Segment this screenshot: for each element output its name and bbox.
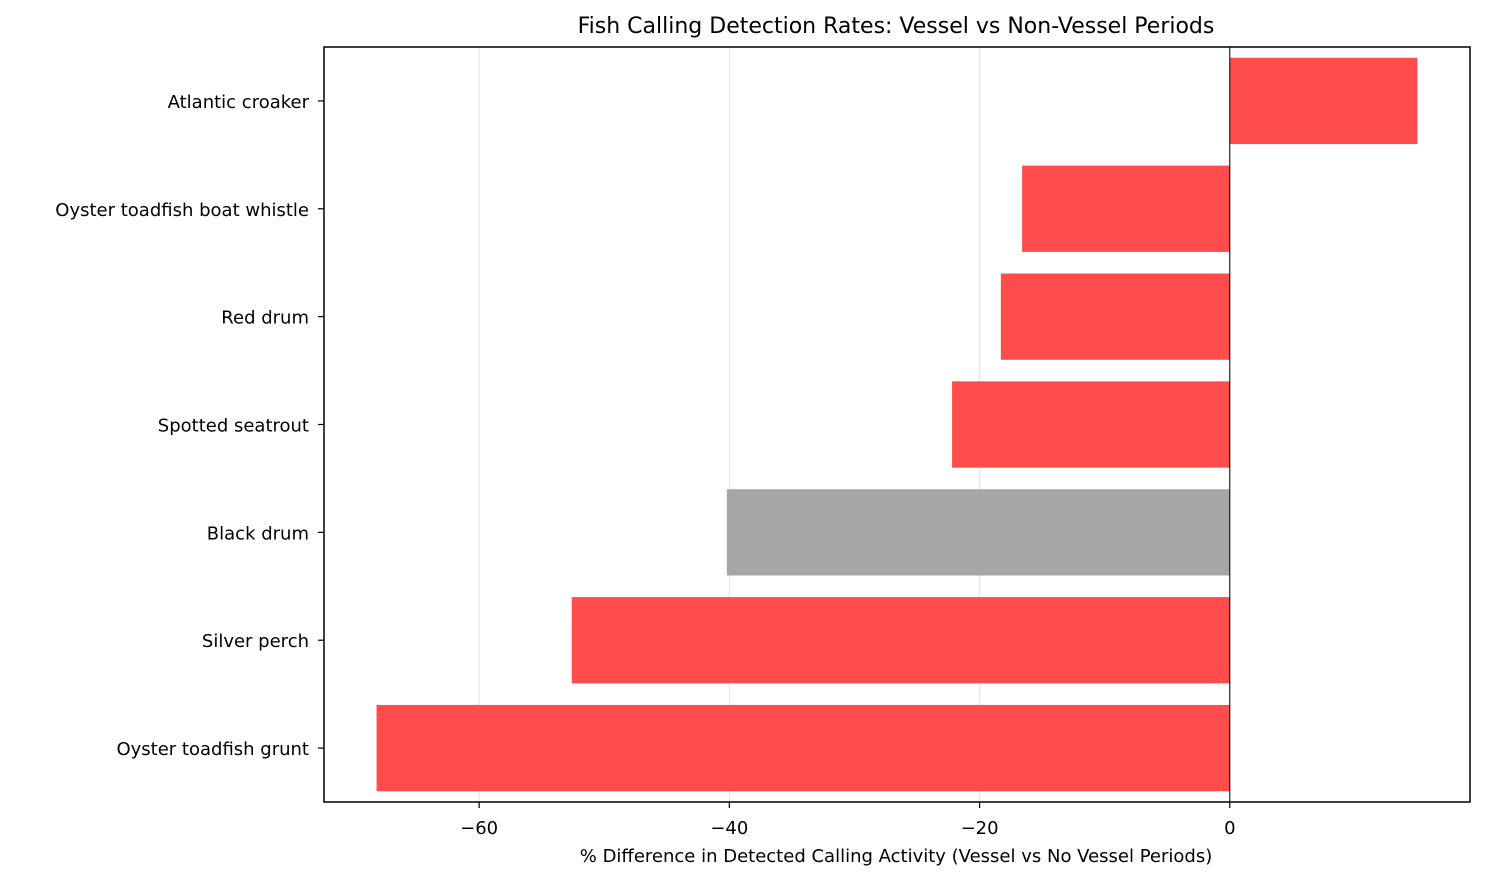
bar bbox=[1022, 165, 1230, 252]
x-tick-label: −40 bbox=[710, 818, 748, 839]
x-tick-label: 0 bbox=[1224, 818, 1235, 839]
bars-layer bbox=[376, 57, 1418, 792]
bar bbox=[726, 489, 1230, 576]
x-tick-label: −60 bbox=[460, 818, 498, 839]
y-tick-label: Black drum bbox=[207, 523, 309, 544]
chart-title: Fish Calling Detection Rates: Vessel vs … bbox=[578, 14, 1215, 39]
y-tick-label: Oyster toadfish grunt bbox=[116, 739, 309, 760]
y-tick-label: Atlantic croaker bbox=[168, 92, 310, 113]
plot-frame bbox=[323, 46, 1471, 803]
bar bbox=[1229, 57, 1418, 145]
bar bbox=[1000, 273, 1230, 360]
ticks-layer: −60 −40 −20 0 Oyster toadfish grunt Silver pe… bbox=[55, 92, 1235, 839]
y-tick-label: Red drum bbox=[221, 308, 309, 329]
bar bbox=[571, 597, 1230, 684]
y-tick-label: Spotted seatrout bbox=[158, 416, 309, 437]
x-axis-label: % Difference in Detected Calling Activit… bbox=[580, 846, 1213, 867]
x-tick-label: −20 bbox=[961, 818, 999, 839]
bar bbox=[376, 704, 1230, 792]
bar bbox=[952, 381, 1230, 468]
y-tick-label: Oyster toadfish boat whistle bbox=[55, 200, 309, 221]
y-tick-label: Silver perch bbox=[202, 631, 309, 652]
axes-layer bbox=[323, 46, 1471, 803]
